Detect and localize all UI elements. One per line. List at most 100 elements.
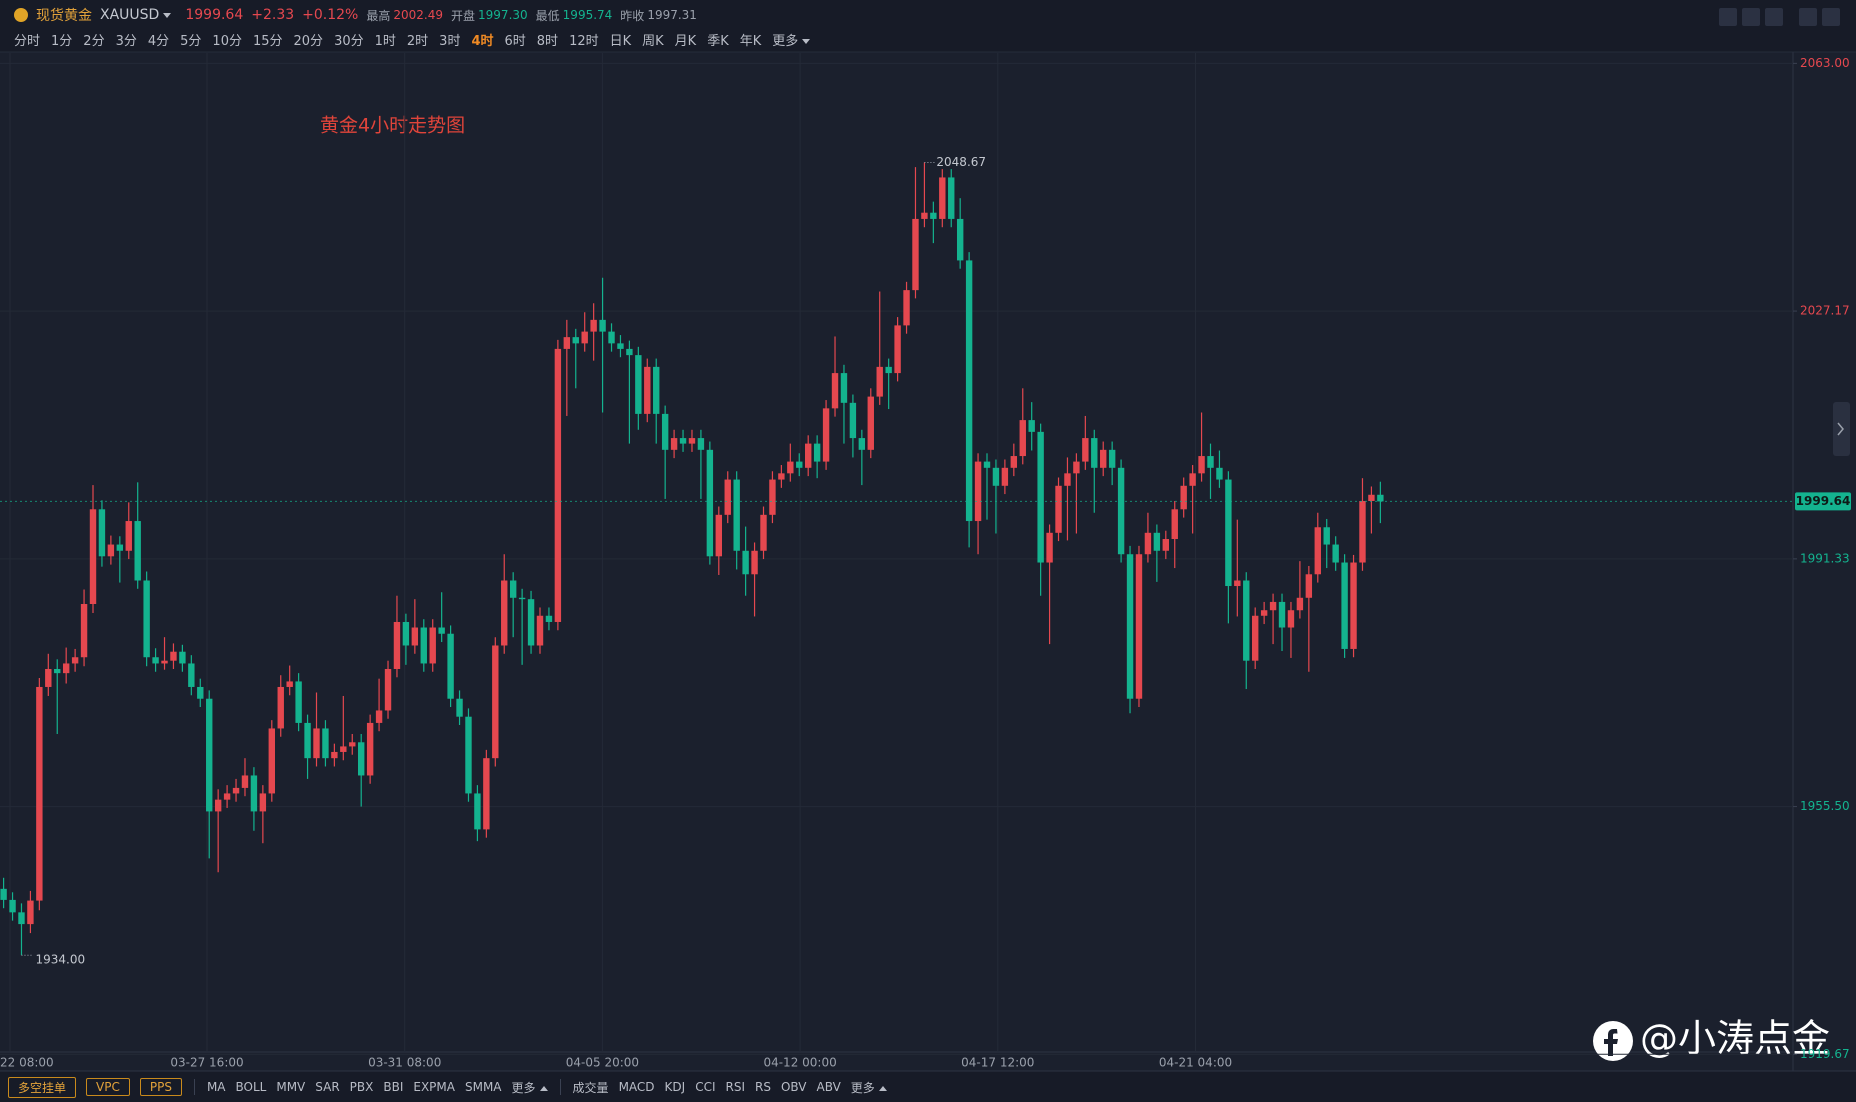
timeframe-button[interactable]: 3分	[116, 30, 137, 49]
indicator-button[interactable]: RS	[755, 1080, 771, 1094]
candle-body	[1055, 485, 1062, 533]
toggle-button[interactable]: PPS	[139, 1078, 182, 1096]
timeframe-button[interactable]: 更多	[772, 30, 811, 49]
timeframe-button[interactable]: 2时	[407, 30, 428, 49]
candle-body	[54, 668, 61, 674]
tool-icon[interactable]	[1719, 8, 1737, 26]
candle-body	[1323, 527, 1330, 545]
indicator-button[interactable]: KDJ	[665, 1080, 686, 1094]
timeframe-button[interactable]: 15分	[253, 30, 283, 49]
candle-body	[1252, 615, 1259, 661]
timeframe-button[interactable]: 4分	[148, 30, 169, 49]
candle-body	[644, 366, 651, 414]
indicator-button[interactable]: RSI	[726, 1080, 746, 1094]
candle-body	[1010, 456, 1018, 468]
timeframe-label: 周K	[642, 33, 664, 49]
indicator-button[interactable]: BOLL	[236, 1080, 267, 1094]
tool-icon[interactable]	[1799, 8, 1817, 26]
candle-body	[45, 668, 52, 687]
timeframe-button[interactable]: 3时	[439, 30, 460, 49]
tool-icon[interactable]	[1765, 8, 1783, 26]
side-tab[interactable]	[1833, 402, 1850, 456]
candle-body	[223, 793, 231, 800]
candle-body	[1359, 500, 1366, 563]
timeframe-button[interactable]: 2分	[83, 30, 104, 49]
timeframe-button[interactable]: 日K	[610, 30, 632, 49]
candle-body	[1073, 461, 1080, 474]
indicator-button[interactable]: CCI	[695, 1080, 715, 1094]
timeframe-label: 更多	[772, 33, 799, 49]
candle-body	[1028, 420, 1035, 432]
candle-body	[1305, 574, 1313, 598]
timeframe-label: 3分	[115, 33, 137, 49]
timeframe-button[interactable]: 分时	[14, 30, 40, 49]
candle-body	[894, 325, 901, 374]
indicator-button[interactable]: MA	[207, 1080, 226, 1094]
instrument-name[interactable]: 现货黄金	[36, 8, 92, 24]
indicator-button[interactable]: SMMA	[465, 1080, 502, 1094]
candle-body	[635, 355, 642, 414]
timeframe-button[interactable]: 6时	[505, 30, 526, 49]
toggle-button[interactable]: 多空挂单	[8, 1076, 77, 1098]
candle-body	[152, 657, 159, 664]
separator	[559, 1079, 561, 1095]
candle-body	[80, 604, 88, 658]
tool-icon[interactable]	[1742, 8, 1760, 26]
indicator-button[interactable]: EXPMA	[413, 1080, 455, 1094]
indicator-button[interactable]: PBX	[350, 1080, 374, 1094]
timeframe-label: 4分	[147, 33, 170, 49]
timeframe-button[interactable]: 1分	[51, 30, 72, 49]
candle-body	[1234, 580, 1241, 587]
prev-close-value: 1997.31	[647, 8, 697, 22]
indicator-button[interactable]: OBV	[781, 1080, 807, 1094]
candle-body	[948, 177, 955, 219]
timeframe-button[interactable]: 30分	[334, 30, 364, 49]
indicator-button[interactable]: 更多	[851, 1079, 887, 1096]
timeframe-button[interactable]: 年K	[740, 30, 762, 49]
symbol-caret	[163, 12, 172, 18]
timeframe-button[interactable]: 季K	[707, 30, 729, 49]
candle-body	[760, 514, 767, 551]
indicator-button[interactable]: ABV	[817, 1080, 841, 1094]
timeframe-button[interactable]: 4时	[471, 30, 493, 49]
candle-body	[813, 443, 821, 462]
timeframe-label: 年K	[739, 33, 762, 49]
candle-body	[751, 550, 758, 575]
candle-body	[858, 438, 866, 450]
toggle-button[interactable]: VPC	[86, 1078, 130, 1096]
timeframe-label: 6时	[504, 33, 526, 49]
indicator-button[interactable]: 更多	[512, 1079, 548, 1096]
candle-body	[822, 408, 830, 462]
timeframe-button[interactable]: 5分	[180, 30, 201, 49]
indicator-button[interactable]: BBI	[383, 1080, 403, 1094]
indicator-button[interactable]: SAR	[315, 1080, 339, 1094]
symbol-text: XAUUSD	[100, 7, 160, 23]
candle-body	[1153, 532, 1161, 551]
timeframe-button[interactable]: 10分	[212, 30, 242, 49]
candle-body	[670, 438, 678, 450]
timeframe-button[interactable]: 12时	[569, 30, 599, 49]
x-tick-label: 04-05 20:00	[566, 1056, 639, 1070]
candle-body	[1091, 438, 1098, 468]
candle-body	[930, 212, 937, 219]
candle-body	[679, 438, 687, 444]
indicator-button[interactable]: MMV	[276, 1080, 305, 1094]
change-pct: +0.12%	[302, 7, 359, 23]
timeframe-button[interactable]: 周K	[642, 30, 664, 49]
timeframe-button[interactable]: 月K	[675, 30, 697, 49]
timeframe-button[interactable]: 20分	[294, 30, 324, 49]
timeframe-button[interactable]: 1时	[375, 30, 396, 49]
candle-body	[1278, 601, 1286, 628]
timeframe-label: 5分	[180, 33, 202, 49]
close-icon[interactable]	[1822, 8, 1840, 26]
instrument-symbol[interactable]: XAUUSD	[100, 7, 172, 23]
candle-body	[268, 728, 275, 794]
indicator-button[interactable]: MACD	[619, 1080, 655, 1094]
timeframe-button[interactable]: 8时	[537, 30, 558, 49]
candle-body	[456, 698, 463, 717]
indicator-button[interactable]: 成交量	[573, 1079, 609, 1096]
candle-body	[742, 550, 749, 575]
x-tick-label: 04-21 04:00	[1159, 1056, 1232, 1070]
